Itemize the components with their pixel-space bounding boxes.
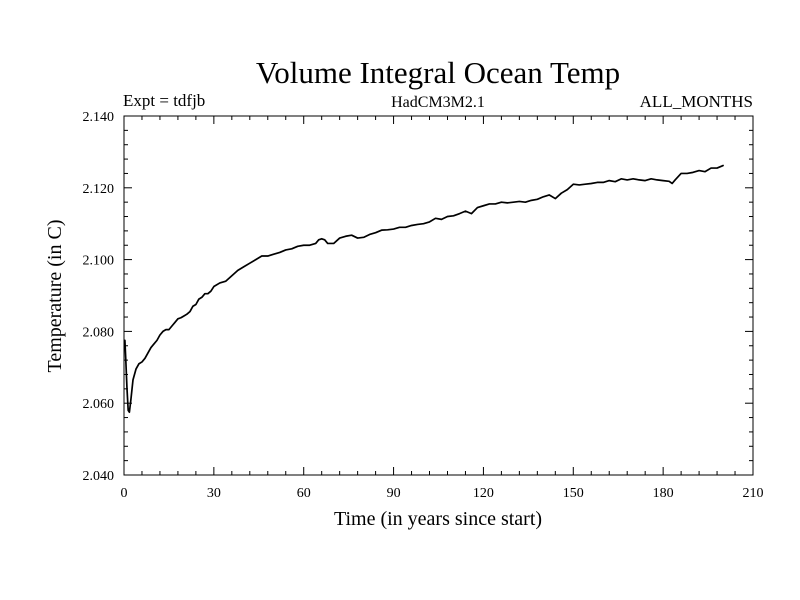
y-tick-label: 2.100 xyxy=(83,254,115,269)
chart-title: Volume Integral Ocean Temp xyxy=(256,55,620,90)
x-tick-label: 180 xyxy=(653,486,674,501)
x-tick-label: 120 xyxy=(473,486,494,501)
y-tick-label: 2.080 xyxy=(83,325,115,340)
y-tick-label: 2.060 xyxy=(83,397,115,412)
subtitle-right: ALL_MONTHS xyxy=(640,92,753,111)
tick-labels: 0 30 60 90 120 150 180 210 2.040 2.060 2.080 2.100 2… xyxy=(83,110,764,501)
x-tick-label: 90 xyxy=(387,486,401,501)
subtitle-left: Expt = tdfjb xyxy=(123,91,205,110)
x-tick-label: 210 xyxy=(743,486,764,501)
x-axis-label: Time (in years since start) xyxy=(334,508,542,530)
plot-frame xyxy=(123,115,754,476)
y-tick-label: 2.140 xyxy=(83,110,115,125)
x-tick-label: 0 xyxy=(121,486,128,501)
subtitle-center: HadCM3M2.1 xyxy=(391,94,485,111)
axis-ticks xyxy=(123,115,754,476)
x-tick-label: 30 xyxy=(207,486,221,501)
y-axis-label: Temperature (in C) xyxy=(44,220,66,373)
y-tick-label: 2.120 xyxy=(83,182,115,197)
series-line-volume-integral-ocean-temp xyxy=(124,164,724,414)
y-tick-label: 2.040 xyxy=(83,469,115,484)
x-tick-label: 150 xyxy=(563,486,584,501)
x-tick-label: 60 xyxy=(297,486,311,501)
